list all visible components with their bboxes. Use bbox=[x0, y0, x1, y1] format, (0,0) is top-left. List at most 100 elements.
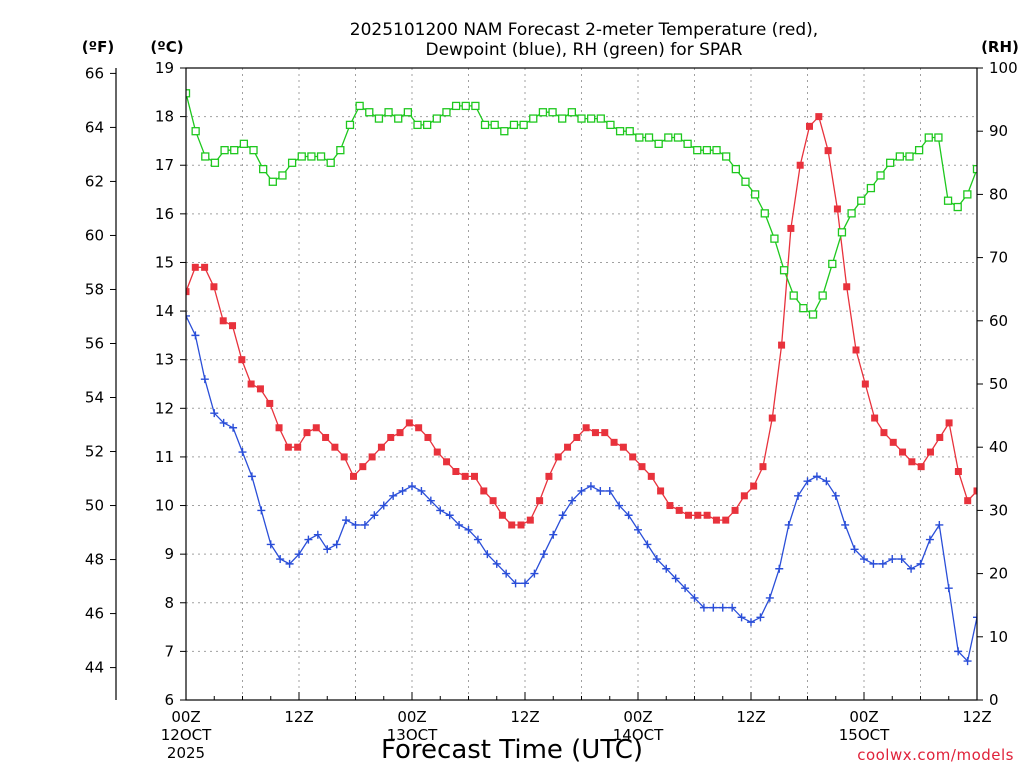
rh-tick-label: 80 bbox=[989, 185, 1008, 203]
rh-point bbox=[365, 108, 374, 117]
dewpoint-point bbox=[624, 511, 633, 520]
dewpoint-point bbox=[473, 535, 482, 544]
rh-point bbox=[413, 120, 422, 130]
temperature-point bbox=[712, 516, 720, 524]
rh-point bbox=[770, 234, 779, 243]
dewpoint-point bbox=[511, 579, 520, 588]
dewpoint-point bbox=[247, 472, 256, 481]
temperature-point bbox=[312, 424, 320, 432]
dewpoint-point bbox=[963, 657, 972, 666]
temperature-point bbox=[852, 346, 860, 354]
rh-point bbox=[760, 209, 769, 218]
rh-point bbox=[943, 196, 953, 205]
rh-point bbox=[394, 114, 403, 123]
x-tick-date-label: 14OCT bbox=[613, 726, 664, 744]
fahrenheit-unit-label: (ºF) bbox=[82, 38, 114, 56]
dewpoint-point bbox=[417, 486, 426, 495]
axes: 4446485052545658606264666789101112131415… bbox=[85, 59, 1018, 762]
dewpoint-point bbox=[728, 603, 737, 612]
temperature-point bbox=[396, 429, 404, 437]
rh-point bbox=[451, 101, 461, 111]
series-temperature bbox=[186, 113, 977, 529]
rh-point bbox=[731, 164, 740, 174]
temperature-point bbox=[610, 438, 618, 446]
celsius-tick-label: 14 bbox=[155, 302, 174, 320]
rh-point bbox=[799, 304, 808, 313]
dewpoint-point bbox=[186, 311, 190, 320]
temperature-point bbox=[387, 433, 395, 441]
rh-tick-label: 20 bbox=[989, 565, 1008, 583]
rh-point bbox=[278, 171, 287, 180]
dewpoint-point bbox=[681, 584, 690, 593]
dewpoint-point bbox=[916, 559, 925, 568]
rh-point bbox=[750, 190, 760, 199]
temperature-point bbox=[275, 424, 283, 432]
rh-point bbox=[702, 146, 712, 155]
dewpoint-point bbox=[831, 491, 840, 500]
rh-tick-label: 30 bbox=[989, 501, 1008, 519]
rh-point bbox=[683, 139, 692, 148]
x-tick-date-label: 13OCT bbox=[387, 726, 438, 744]
rh-point bbox=[779, 266, 789, 275]
rh-point bbox=[403, 108, 413, 117]
celsius-tick-label: 19 bbox=[155, 59, 174, 77]
rh-point bbox=[326, 158, 335, 167]
rh-point bbox=[307, 152, 316, 161]
temperature-point bbox=[322, 433, 330, 441]
x-axis-label: Forecast Time (UTC) bbox=[381, 735, 643, 765]
temperature-point bbox=[936, 433, 944, 441]
temperature-point bbox=[591, 429, 599, 437]
dewpoint-point bbox=[530, 569, 539, 578]
rh-point bbox=[297, 152, 306, 161]
celsius-tick-label: 7 bbox=[164, 642, 174, 660]
dewpoint-point bbox=[304, 535, 313, 544]
dewpoint-point bbox=[765, 593, 774, 602]
dewpoint-point bbox=[888, 555, 897, 564]
dewpoint-point bbox=[860, 555, 868, 564]
rh-point bbox=[374, 114, 384, 123]
dewpoint-point bbox=[445, 511, 454, 520]
rh-point bbox=[789, 291, 798, 300]
temperature-point bbox=[201, 263, 209, 271]
temperature-point bbox=[629, 453, 637, 461]
temperature-point bbox=[405, 419, 413, 427]
rh-point bbox=[471, 101, 480, 111]
temperature-point bbox=[433, 448, 441, 456]
temperature-point bbox=[573, 433, 581, 441]
rh-point bbox=[186, 89, 191, 98]
fahrenheit-tick-label: 66 bbox=[85, 64, 104, 82]
dewpoint-point bbox=[389, 491, 398, 500]
dewpoint-point bbox=[276, 555, 285, 564]
rh-tick-label: 40 bbox=[989, 438, 1008, 456]
rh-point bbox=[828, 259, 837, 269]
temperature-point bbox=[377, 443, 385, 451]
dewpoint-point bbox=[257, 506, 266, 515]
x-tick-label: 12Z bbox=[510, 708, 539, 726]
dewpoint-point bbox=[634, 525, 642, 534]
temperature-point bbox=[340, 453, 348, 461]
temperature-point bbox=[536, 497, 544, 505]
rh-point bbox=[664, 133, 673, 142]
fahrenheit-tick-label: 46 bbox=[85, 605, 104, 623]
series-dewpoint bbox=[186, 311, 977, 666]
celsius-tick-label: 17 bbox=[155, 156, 174, 174]
temperature-point bbox=[880, 429, 888, 437]
rh-point bbox=[220, 146, 229, 155]
rh-point bbox=[586, 114, 596, 123]
dewpoint-point bbox=[323, 545, 332, 554]
dewpoint-point bbox=[850, 545, 859, 554]
rh-point bbox=[596, 114, 605, 123]
dewpoint-point bbox=[822, 477, 831, 486]
dewpoint-point bbox=[878, 559, 887, 568]
temperature-point bbox=[266, 399, 274, 407]
temperature-point bbox=[498, 511, 506, 519]
dewpoint-point bbox=[285, 559, 294, 568]
x-tick-label: 12Z bbox=[736, 708, 765, 726]
rh-tick-label: 70 bbox=[989, 249, 1008, 267]
rh-tick-label: 50 bbox=[989, 375, 1008, 393]
rh-point bbox=[548, 108, 557, 117]
dewpoint-point bbox=[812, 472, 821, 481]
dewpoint-point bbox=[690, 593, 699, 602]
x-tick-label: 12Z bbox=[284, 708, 313, 726]
dewpoint-point bbox=[360, 520, 369, 529]
